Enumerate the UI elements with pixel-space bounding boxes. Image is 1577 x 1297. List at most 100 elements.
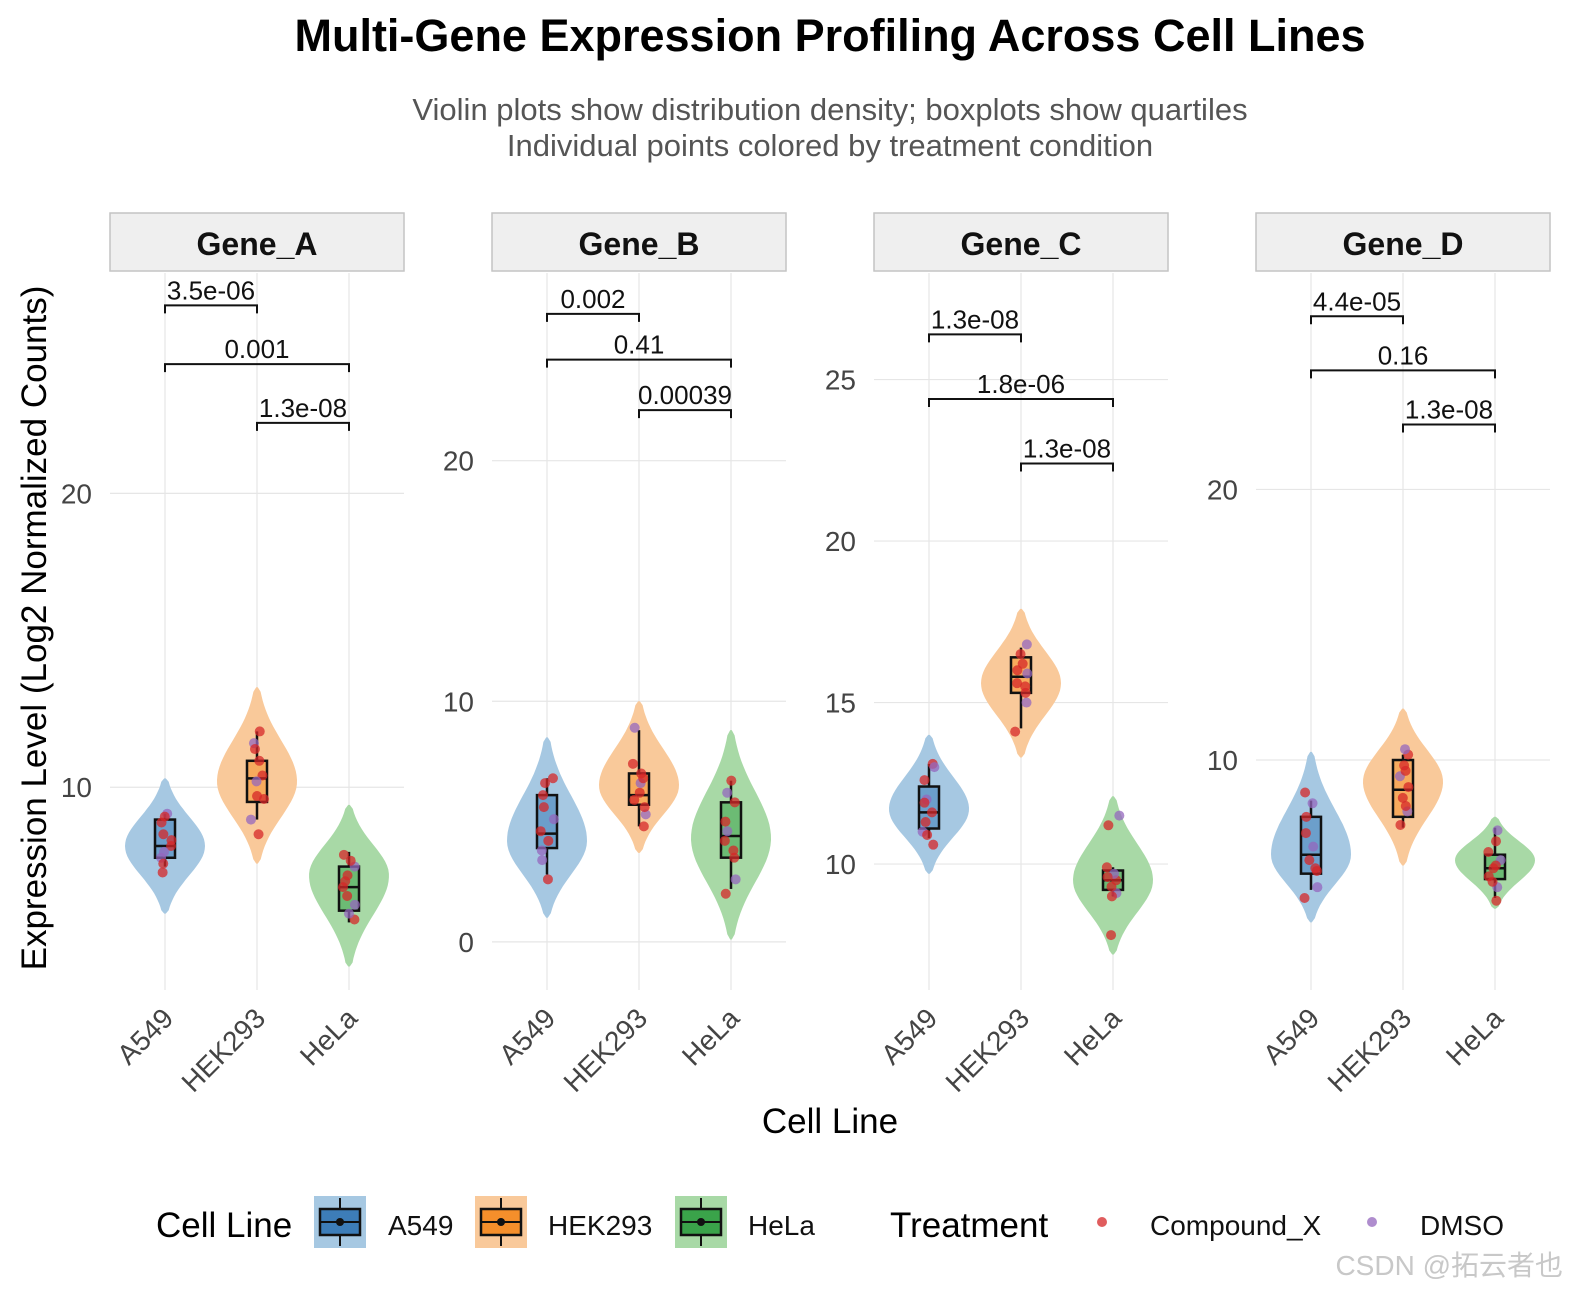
point-a549 <box>538 802 549 813</box>
p-value-label: 1.3e-08 <box>259 393 347 423</box>
point-a549 <box>538 790 549 801</box>
p-value-label: 0.001 <box>224 334 289 364</box>
point-a549 <box>928 839 939 850</box>
point-hek293 <box>638 821 649 832</box>
bracket-line <box>546 312 640 322</box>
point-hela <box>1492 825 1503 836</box>
point-hek293 <box>1400 801 1411 812</box>
point-hek293 <box>638 773 649 784</box>
legend-key-compound-x <box>1097 1217 1107 1227</box>
point-hela <box>1490 860 1501 871</box>
bracket-line <box>164 304 258 314</box>
legend-cell-line-title: Cell Line <box>156 1206 293 1245</box>
point-hek293 <box>639 802 650 813</box>
p-value-label: 0.41 <box>614 330 665 360</box>
point-hela <box>1102 871 1113 882</box>
facet-strip <box>873 212 1169 272</box>
bracket-line <box>1402 423 1496 433</box>
watermark: CSDN @拓云者也 <box>1335 1250 1563 1281</box>
x-tick-label-a549: A549 <box>111 1002 179 1070</box>
point-hek293 <box>1400 744 1411 755</box>
point-a549 <box>927 807 938 818</box>
point-hela <box>730 874 741 885</box>
x-tick-label-a549: A549 <box>1257 1002 1325 1070</box>
p-value-label: 3.5e-06 <box>167 275 255 305</box>
point-a549 <box>1300 787 1311 798</box>
bracket-line <box>164 363 350 373</box>
legend-label-hek293: HEK293 <box>548 1210 653 1241</box>
point-hek293 <box>253 829 264 840</box>
significance-bracket: 1.8e-06 <box>928 369 1114 407</box>
point-a549 <box>1308 841 1319 852</box>
point-a549 <box>159 846 170 857</box>
p-value-label: 0.16 <box>1378 340 1429 370</box>
y-tick-label: 20 <box>1207 474 1238 505</box>
significance-bracket: 0.002 <box>546 284 640 322</box>
point-hela <box>1106 891 1117 902</box>
point-hela <box>728 845 739 856</box>
point-hela <box>720 816 731 827</box>
p-value-label: 1.3e-08 <box>931 304 1019 334</box>
point-hek293 <box>634 787 645 798</box>
point-hek293 <box>1015 649 1026 660</box>
point-a549 <box>537 855 548 866</box>
bracket-line <box>1310 315 1404 325</box>
significance-bracket: 1.3e-08 <box>1020 434 1114 472</box>
legend-key-hek293 <box>475 1196 527 1248</box>
point-a549 <box>535 826 546 837</box>
point-a549 <box>157 867 168 878</box>
y-tick-label: 10 <box>825 849 856 880</box>
facet-strip-label: Gene_A <box>197 226 318 262</box>
y-tick-label: 10 <box>1207 745 1238 776</box>
point-hela <box>344 908 355 919</box>
point-hela <box>729 852 740 863</box>
y-tick-label: 15 <box>825 688 856 719</box>
bracket-line <box>928 397 1114 407</box>
significance-bracket: 0.16 <box>1310 340 1496 379</box>
significance-bracket: 0.41 <box>546 330 732 368</box>
point-hek293 <box>254 726 265 737</box>
p-value-label: 1.3e-08 <box>1023 434 1111 464</box>
x-tick-label-hela: HeLa <box>1058 1002 1128 1072</box>
bracket-line <box>256 421 350 431</box>
point-hela <box>729 797 740 808</box>
point-a549 <box>540 778 551 789</box>
point-a549 <box>1310 863 1321 874</box>
y-tick-label: 20 <box>61 478 92 509</box>
point-a549 <box>548 814 559 825</box>
point-a549 <box>158 858 169 869</box>
significance-bracket: 0.001 <box>164 334 350 373</box>
legend-label-compound-x: Compound_X <box>1150 1210 1322 1241</box>
point-a549 <box>920 817 931 828</box>
facet-strip-label: Gene_D <box>1343 226 1464 262</box>
point-hela <box>1491 895 1502 906</box>
significance-bracket: 3.5e-06 <box>164 275 258 314</box>
point-hek293 <box>1020 681 1031 692</box>
point-hek293 <box>254 755 265 766</box>
point-a549 <box>543 835 554 846</box>
point-hela <box>1491 836 1502 847</box>
legend-label-hela: HeLa <box>748 1210 815 1241</box>
facet-strip <box>109 212 405 272</box>
point-a549 <box>929 762 940 773</box>
point-a549 <box>1312 882 1323 893</box>
point-hek293 <box>1021 697 1032 708</box>
x-axis-title: Cell Line <box>761 1102 899 1141</box>
significance-bracket: 1.3e-08 <box>1402 395 1496 433</box>
significance-bracket: 1.3e-08 <box>256 393 350 431</box>
p-value-label: 4.4e-05 <box>1313 286 1401 316</box>
point-hek293 <box>1397 792 1408 803</box>
point-hek293 <box>1012 678 1023 689</box>
point-hek293 <box>1012 665 1023 676</box>
significance-bracket: 1.3e-08 <box>928 304 1022 343</box>
bracket-line <box>546 358 732 368</box>
x-tick-label-a549: A549 <box>493 1002 561 1070</box>
point-hek293 <box>1400 765 1411 776</box>
legend-label-a549: A549 <box>388 1210 454 1241</box>
point-hek293 <box>1021 639 1032 650</box>
point-hela <box>722 826 733 837</box>
legend-label-dmso: DMSO <box>1420 1210 1504 1241</box>
